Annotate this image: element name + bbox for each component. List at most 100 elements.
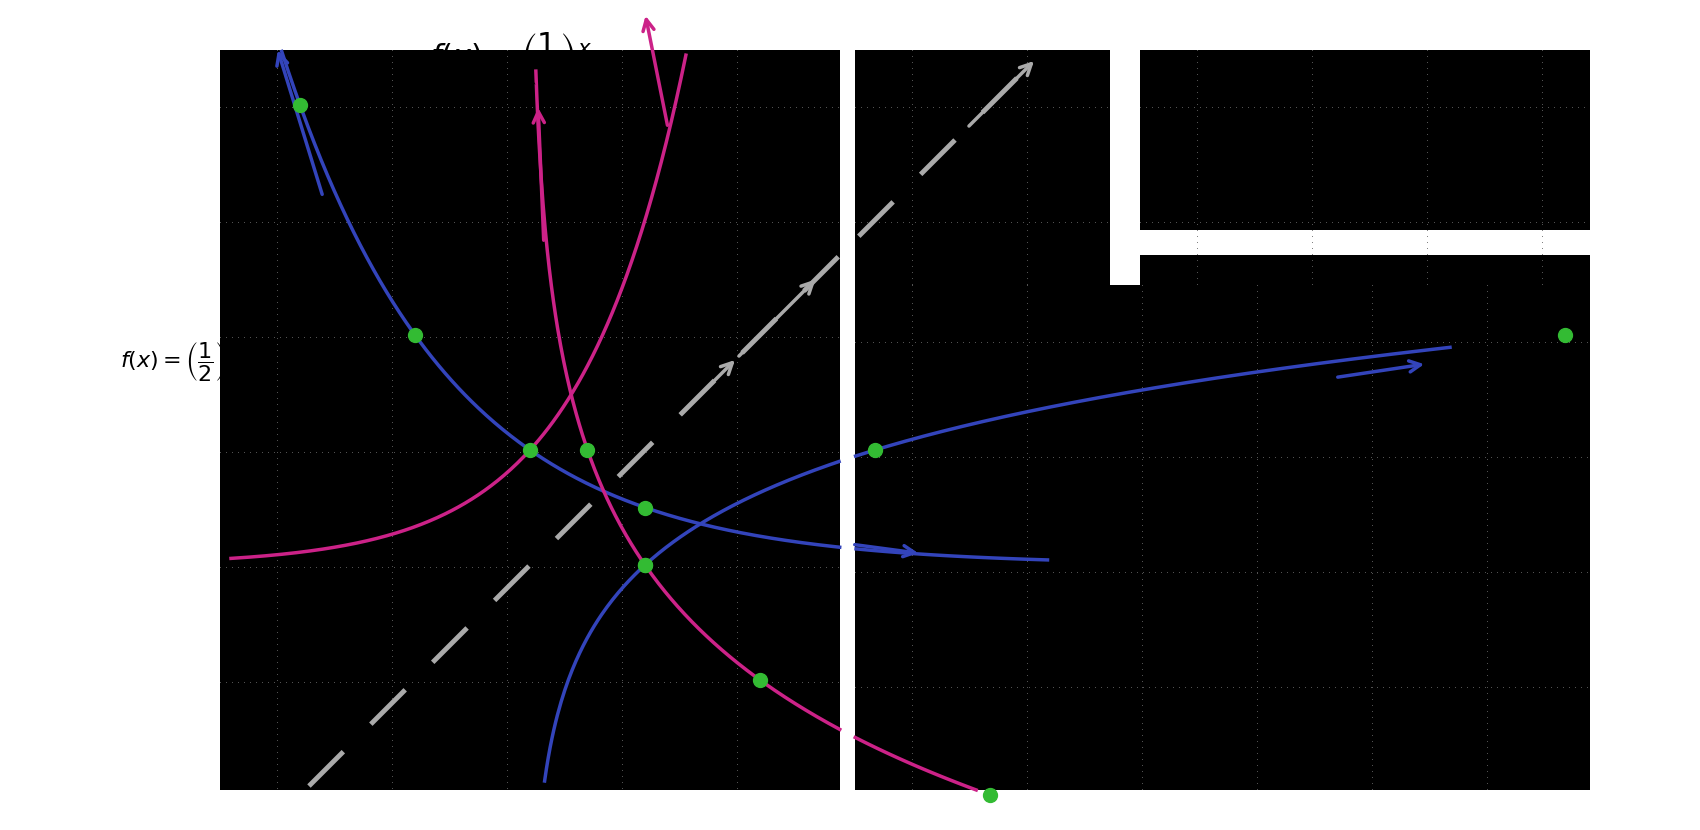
Point — [1528, 215, 1556, 228]
Point — [1243, 320, 1270, 334]
Point — [1013, 188, 1040, 201]
Point — [493, 188, 520, 201]
Point — [1207, 335, 1234, 349]
Point — [609, 80, 636, 93]
Point — [1486, 215, 1513, 228]
Point — [1528, 247, 1556, 261]
Point — [1243, 404, 1270, 417]
Point — [609, 493, 636, 506]
Point — [410, 100, 437, 114]
Point — [1129, 692, 1156, 705]
Point — [1013, 434, 1040, 447]
Point — [410, 446, 437, 459]
Point — [379, 127, 406, 140]
Point — [338, 446, 366, 459]
Point — [1198, 215, 1226, 228]
Point — [1528, 277, 1556, 290]
Point — [1166, 565, 1193, 579]
Point — [724, 271, 751, 285]
Point — [206, 560, 233, 574]
Point — [724, 188, 751, 201]
Point — [609, 571, 636, 584]
Point — [264, 493, 291, 506]
Point — [609, 314, 636, 327]
Point — [1299, 212, 1326, 225]
Point — [264, 769, 291, 783]
Point — [1498, 100, 1525, 114]
Point — [1105, 565, 1132, 579]
Point — [1013, 67, 1040, 81]
Point — [493, 710, 520, 723]
Point — [379, 439, 406, 452]
Point — [1472, 451, 1499, 464]
Point — [937, 451, 964, 464]
Point — [1474, 452, 1501, 466]
Point — [1013, 164, 1040, 177]
Point — [794, 330, 821, 344]
Point — [422, 446, 449, 459]
Point — [471, 560, 498, 574]
Point — [913, 215, 940, 228]
Point — [422, 215, 449, 228]
Point — [818, 215, 845, 228]
Point — [913, 451, 940, 464]
Point — [1129, 740, 1156, 754]
Point — [944, 681, 971, 694]
Point — [264, 301, 291, 315]
Point — [609, 721, 636, 735]
Point — [1474, 363, 1501, 376]
Point — [1299, 158, 1326, 171]
Point — [296, 100, 323, 114]
Point — [1013, 530, 1040, 544]
Point — [493, 301, 520, 315]
Point — [1430, 681, 1457, 694]
Point — [1129, 746, 1156, 759]
Point — [609, 100, 636, 114]
Point — [264, 469, 291, 482]
Point — [218, 100, 245, 114]
Point — [1039, 681, 1066, 694]
Point — [493, 517, 520, 530]
Point — [656, 446, 683, 459]
Point — [955, 100, 983, 114]
Point — [1243, 315, 1270, 328]
Point — [493, 158, 520, 171]
Point — [1243, 374, 1270, 388]
Point — [842, 100, 869, 114]
Point — [231, 446, 258, 459]
Point — [824, 560, 852, 574]
Point — [493, 565, 520, 579]
Point — [264, 583, 291, 597]
Point — [758, 446, 785, 459]
Point — [898, 266, 925, 279]
Point — [1423, 335, 1450, 349]
Point — [1013, 217, 1040, 231]
Point — [1076, 215, 1103, 228]
Point — [609, 199, 636, 212]
Point — [1129, 320, 1156, 334]
Point — [1129, 458, 1156, 471]
Point — [1454, 681, 1481, 694]
Point — [554, 446, 581, 459]
Point — [1474, 681, 1501, 694]
Point — [1124, 565, 1151, 579]
Point — [898, 542, 925, 555]
Point — [1129, 332, 1156, 345]
Point — [264, 565, 291, 579]
Point — [609, 409, 636, 422]
Point — [609, 715, 636, 729]
Point — [357, 100, 384, 114]
Point — [609, 463, 636, 476]
Point — [379, 212, 406, 225]
Point — [1013, 253, 1040, 266]
Point — [609, 578, 636, 591]
Point — [724, 121, 751, 134]
Point — [452, 100, 479, 114]
Point — [794, 215, 821, 228]
Point — [1299, 277, 1326, 290]
Point — [1064, 451, 1091, 464]
Point — [1363, 681, 1391, 694]
Point — [609, 487, 636, 500]
Point — [1280, 451, 1307, 464]
Point — [1159, 681, 1187, 694]
